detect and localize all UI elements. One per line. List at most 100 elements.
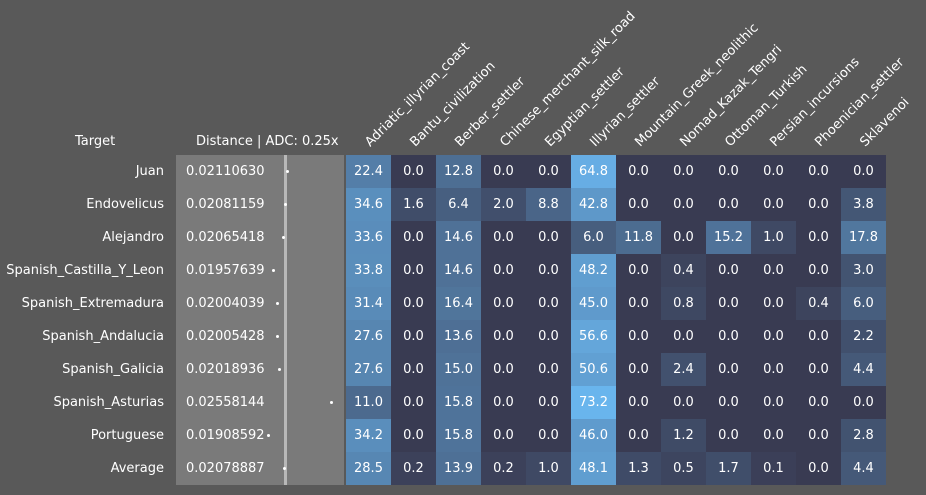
heatmap-cell: 0.0 (481, 419, 526, 452)
heatmap-cell: 33.6 (346, 221, 391, 254)
heatmap-cell: 0.0 (706, 320, 751, 353)
heatmap-cell: 0.0 (526, 386, 571, 419)
heatmap-cell: 12.8 (436, 155, 481, 188)
heatmap-cell: 0.0 (526, 155, 571, 188)
heatmap-cell: 45.0 (571, 287, 616, 320)
heatmap-cell: 31.4 (346, 287, 391, 320)
heatmap-cell: 0.0 (526, 221, 571, 254)
heatmap-cell: 0.0 (481, 254, 526, 287)
heatmap-cell: 0.4 (661, 254, 706, 287)
heatmap-cell: 1.2 (661, 419, 706, 452)
distance-value: 0.02558144 (186, 395, 265, 410)
distance-value: 0.01957639 (186, 263, 265, 278)
target-column-header: Target (75, 134, 116, 149)
heatmap-cell: 0.0 (751, 254, 796, 287)
heatmap-cell: 0.0 (751, 320, 796, 353)
heatmap-cell: 13.9 (436, 452, 481, 485)
heatmap-cell: 28.5 (346, 452, 391, 485)
heatmap-cell: 0.0 (796, 419, 841, 452)
heatmap-cell: 0.0 (391, 320, 436, 353)
heatmap-cell: 0.0 (391, 287, 436, 320)
heatmap-cell: 0.0 (706, 419, 751, 452)
heatmap-cell: 2.8 (841, 419, 886, 452)
heatmap-cell: 0.0 (391, 419, 436, 452)
heatmap-cell: 0.0 (751, 419, 796, 452)
heatmap-cell: 0.0 (751, 155, 796, 188)
distance-dot (277, 368, 281, 371)
heatmap-cell: 0.0 (661, 386, 706, 419)
heatmap-cell: 0.0 (616, 254, 661, 287)
heatmap-cell: 0.0 (481, 287, 526, 320)
target-name: Spanish_Castilla_Y_Leon (6, 263, 164, 278)
heatmap-cell: 1.3 (616, 452, 661, 485)
heatmap-cell: 73.2 (571, 386, 616, 419)
heatmap-cell: 3.8 (841, 188, 886, 221)
heatmap-cell: 1.0 (751, 221, 796, 254)
heatmap-cell: 64.8 (571, 155, 616, 188)
heatmap-cell: 0.0 (706, 287, 751, 320)
heatmap-cell: 34.2 (346, 419, 391, 452)
heatmap-cell: 0.0 (706, 188, 751, 221)
heatmap-cell: 15.2 (706, 221, 751, 254)
heatmap-cell: 0.0 (751, 353, 796, 386)
heatmap-cell: 0.0 (526, 287, 571, 320)
heatmap-cell: 0.2 (391, 452, 436, 485)
target-name: Spanish_Extremadura (21, 296, 164, 311)
heatmap-cell: 0.0 (661, 320, 706, 353)
heatmap-cell: 0.0 (391, 155, 436, 188)
distance-dot (283, 467, 287, 470)
heatmap-cell: 0.0 (796, 188, 841, 221)
heatmap-cell: 0.0 (481, 320, 526, 353)
heatmap-cell: 0.0 (481, 353, 526, 386)
target-name: Alejandro (102, 230, 164, 245)
distance-value: 0.02110630 (186, 164, 265, 179)
distance-dot (282, 236, 286, 239)
heatmap-cell: 0.0 (796, 155, 841, 188)
distance-dot (266, 434, 270, 437)
heatmap-cell: 4.4 (841, 353, 886, 386)
distance-value: 0.02078887 (186, 461, 265, 476)
heatmap-cell: 0.0 (796, 320, 841, 353)
target-name: Spanish_Andalucia (42, 329, 164, 344)
heatmap-cell: 0.0 (841, 155, 886, 188)
heatmap-cell: 0.0 (391, 221, 436, 254)
column-header: Egyptian_settler (542, 64, 628, 150)
average-distance-marker (284, 155, 287, 485)
target-name: Spanish_Galicia (62, 362, 164, 377)
heatmap-cell: 0.0 (526, 254, 571, 287)
distance-value: 0.02081159 (186, 197, 265, 212)
heatmap-cell: 0.0 (616, 419, 661, 452)
heatmap-cell: 0.0 (706, 353, 751, 386)
heatmap-cell: 46.0 (571, 419, 616, 452)
heatmap-cell: 56.6 (571, 320, 616, 353)
heatmap-cell: 0.0 (751, 386, 796, 419)
heatmap-cell: 17.8 (841, 221, 886, 254)
heatmap-cell: 6.0 (841, 287, 886, 320)
heatmap-cell: 13.6 (436, 320, 481, 353)
heatmap-cell: 2.0 (481, 188, 526, 221)
heatmap-cell: 0.0 (391, 353, 436, 386)
heatmap-cell: 15.8 (436, 386, 481, 419)
distance-dot (276, 335, 280, 338)
heatmap-cell: 0.0 (751, 188, 796, 221)
heatmap-cell: 0.0 (706, 386, 751, 419)
heatmap-cell: 0.0 (616, 320, 661, 353)
heatmap-cell: 0.1 (751, 452, 796, 485)
distance-dot (286, 170, 290, 173)
heatmap-cell: 48.1 (571, 452, 616, 485)
heatmap-cell: 0.0 (796, 254, 841, 287)
heatmap-cell: 22.4 (346, 155, 391, 188)
distance-dot (283, 203, 287, 206)
heatmap-cell: 34.6 (346, 188, 391, 221)
heatmap-cell: 6.4 (436, 188, 481, 221)
heatmap-cell: 2.4 (661, 353, 706, 386)
heatmap-cell: 8.8 (526, 188, 571, 221)
target-name: Average (110, 461, 164, 476)
heatmap-cell: 2.2 (841, 320, 886, 353)
heatmap-cell: 6.0 (571, 221, 616, 254)
distance-value: 0.02004039 (186, 296, 265, 311)
heatmap-cell: 50.6 (571, 353, 616, 386)
heatmap-cell: 0.0 (391, 386, 436, 419)
heatmap-cell: 0.0 (526, 320, 571, 353)
